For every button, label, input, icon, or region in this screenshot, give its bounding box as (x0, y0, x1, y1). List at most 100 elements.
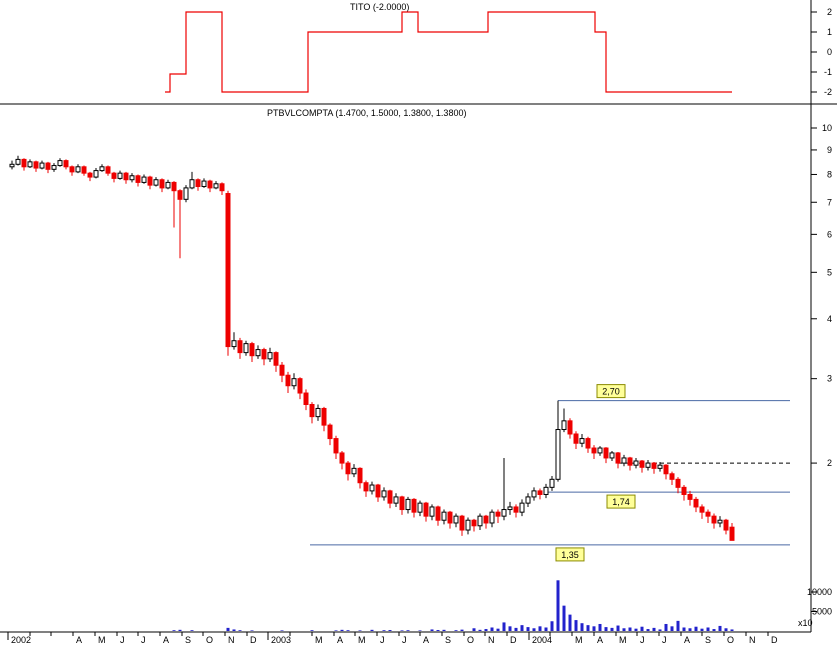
volume-bar (676, 620, 680, 631)
volume-bar (730, 629, 734, 631)
volume-bar (190, 630, 194, 631)
month-label: J (120, 635, 125, 645)
candle-body (147, 176, 153, 186)
candle-body (45, 162, 51, 170)
indicator-axis-label: 1 (827, 27, 832, 37)
candle-body (495, 511, 501, 517)
candle-body (597, 447, 603, 454)
volume-bar (622, 628, 626, 631)
candle-body (579, 438, 585, 444)
volume-bar (562, 605, 566, 631)
volume-bar (718, 625, 722, 631)
candle-body (507, 506, 513, 511)
month-label: S (445, 635, 451, 645)
candle-body (393, 496, 399, 504)
price-axis-label: 9 (827, 145, 832, 155)
candle-body (51, 165, 57, 170)
candle-body (729, 526, 735, 541)
month-label: M (358, 635, 366, 645)
candle-body (195, 179, 201, 188)
candle-body (585, 438, 591, 449)
volume-bar (358, 630, 362, 631)
volume-multiplier-label: x10 (798, 618, 813, 628)
candle-body (309, 403, 315, 418)
volume-bar (496, 628, 500, 631)
candle-body (105, 166, 111, 174)
candle-body (129, 175, 135, 181)
annotation-box (555, 547, 585, 562)
volume-bar (502, 622, 506, 631)
candle-body (429, 506, 435, 517)
candle-body (387, 490, 393, 504)
candle-body (69, 166, 75, 173)
month-label: J (402, 635, 407, 645)
candle-body (483, 515, 489, 524)
candle-body (159, 179, 165, 189)
month-label: J (662, 635, 667, 645)
candle-body (57, 160, 63, 167)
candle-body (639, 460, 645, 468)
candle-body (207, 180, 213, 189)
indicator-line (165, 11, 732, 93)
volume-bar (598, 623, 602, 631)
volume-bar (592, 626, 596, 631)
volume-bar (460, 629, 464, 631)
candle-body (39, 162, 45, 169)
volume-bar (580, 623, 584, 631)
candle-body (177, 190, 183, 200)
candle-body (303, 392, 309, 405)
candle-body (621, 457, 627, 464)
candle-body (411, 498, 417, 513)
candle-body (573, 433, 579, 444)
candle-body (87, 172, 93, 178)
volume-bar (652, 627, 656, 631)
candle-body (645, 462, 651, 468)
volume-bar (610, 627, 614, 631)
candle-body (99, 166, 105, 172)
candle-body (297, 378, 303, 394)
candle-body (285, 374, 291, 387)
candle-body (501, 509, 507, 517)
candle-body (93, 170, 99, 178)
price-axis-label: 8 (827, 169, 832, 179)
candle-body (603, 447, 609, 459)
candle-body (693, 498, 699, 508)
candle-body (441, 511, 447, 521)
candle-body (651, 462, 657, 469)
volume-bar (400, 630, 404, 631)
candle-body (591, 447, 597, 454)
volume-bar (178, 629, 182, 631)
candle-body (459, 515, 465, 531)
volume-bar (694, 626, 698, 631)
volume-bar (616, 625, 620, 631)
volume-bar (310, 630, 314, 631)
volume-bar (550, 621, 554, 631)
candle-body (477, 515, 483, 527)
candle-body (567, 420, 573, 435)
candle-body (435, 506, 441, 521)
month-label: J (141, 635, 146, 645)
volume-bar (634, 628, 638, 631)
candle-body (135, 175, 141, 183)
candle-body (537, 490, 543, 495)
volume-bar (346, 630, 350, 631)
volume-bar (388, 630, 392, 631)
volume-bar (700, 628, 704, 631)
volume-bar (532, 628, 536, 631)
candle-body (705, 511, 711, 517)
volume-bar (478, 629, 482, 631)
volume-bar (712, 629, 716, 631)
candle-body (447, 511, 453, 524)
volume-bar (484, 629, 488, 631)
annotation-box (606, 494, 636, 509)
volume-bar (724, 628, 728, 631)
volume-bar (370, 629, 374, 631)
candle-body (405, 498, 411, 511)
volume-bar (172, 630, 176, 631)
month-label: N (228, 635, 235, 645)
candle-body (339, 452, 345, 464)
candle-body (399, 496, 405, 511)
candle-body (63, 160, 69, 168)
volume-bar (556, 580, 560, 631)
